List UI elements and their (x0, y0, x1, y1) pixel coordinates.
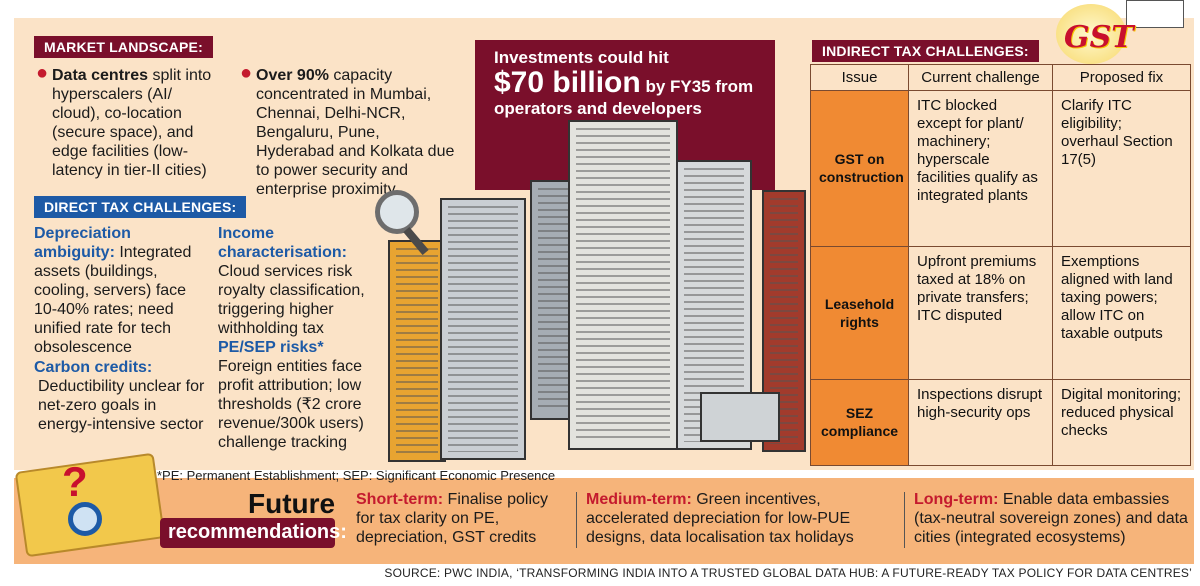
magnifier-icon (375, 190, 419, 234)
pe-sep-text: Foreign entities face profit attribution… (218, 358, 364, 451)
indirect-tax-table: Issue Current challenge Proposed fix GST… (810, 64, 1191, 467)
fix-cell: Digital monitoring; reduced physical che… (1052, 378, 1191, 467)
gst-logo: GST (1064, 20, 1134, 55)
market-point-2: ● Over 90% capacity concentrated in Mumb… (240, 63, 456, 199)
market-point-1: ● Data centres split into hyperscalers (… (36, 63, 222, 180)
future-title: Future (248, 488, 336, 519)
table-header-row: Issue Current challenge Proposed fix (810, 64, 1191, 91)
income-text: Cloud services risk royalty classificati… (218, 263, 365, 337)
divider (904, 492, 905, 548)
hero-amount: $70 billion (494, 66, 641, 99)
long-term-text: Enable data embassies (tax-neutral sover… (914, 491, 1188, 546)
table-header-fix: Proposed fix (1052, 64, 1191, 91)
income-title: Income characterisation: (218, 225, 347, 261)
indirect-tax-tag: INDIRECT TAX CHALLENGES: (812, 40, 1039, 62)
long-term-block: Long-term: Enable data embassies (tax-ne… (914, 490, 1190, 547)
building-tall-icon (568, 120, 678, 450)
medium-term-text: Green incentives, accelerated depreciati… (586, 491, 854, 546)
pe-sep-block: PE/SEP risks* Foreign entities face prof… (218, 338, 376, 452)
depreciation-title: Depreciation ambiguity: (34, 225, 131, 261)
table-header-challenge: Current challenge (908, 64, 1053, 91)
table-row: SEZ compliance Inspections disrupt high-… (810, 378, 1191, 467)
table-header-issue: Issue (810, 64, 909, 91)
carbon-title: Carbon credits: (34, 359, 153, 376)
hero-line-2: by FY35 from operators and developers (494, 77, 754, 118)
source-credit: SOURCE: PWC INDIA, ‘TRANSFORMING INDIA I… (384, 566, 1192, 580)
fix-cell: Exemptions aligned with land taxing powe… (1052, 245, 1191, 380)
long-term-label: Long-term: (914, 491, 999, 508)
medium-term-label: Medium-term: (586, 491, 692, 508)
issue-cell: GST on construction (810, 90, 909, 247)
income-block: Income characterisation: Cloud services … (218, 224, 376, 338)
issue-cell: Leasehold rights (810, 245, 909, 380)
market-point-2-text: capacity concentrated in Mumbai, Chennai… (256, 67, 455, 198)
challenge-cell: Inspections disrupt high-security ops (908, 378, 1053, 467)
top-corner-box (1126, 0, 1184, 28)
market-point-2-bold: Over 90% (256, 67, 329, 84)
bullet-icon: ● (36, 62, 49, 84)
fix-cell: Clarify ITC eligibility; overhaul Sectio… (1052, 90, 1191, 247)
future-subtitle: recommendations: (160, 518, 347, 548)
medium-term-block: Medium-term: Green incentives, accelerat… (586, 490, 902, 547)
challenge-cell: Upfront premiums taxed at 18% on private… (908, 245, 1053, 380)
building-grey-icon (440, 198, 526, 460)
folder-magnifier-icon (68, 502, 102, 536)
short-term-label: Short-term: (356, 491, 444, 508)
generator-icon (700, 392, 780, 442)
market-landscape-tag: MARKET LANDSCAPE: (34, 36, 213, 58)
market-point-1-text: split into hyperscalers (AI/ cloud), co-… (52, 67, 212, 179)
building-orange-icon (388, 240, 446, 462)
hero-line-1: Investments could hit (494, 48, 669, 67)
market-point-1-bold: Data centres (52, 67, 149, 84)
bullet-icon: ● (240, 62, 253, 84)
depreciation-block: Depreciation ambiguity: Integrated asset… (34, 224, 212, 357)
carbon-block: Carbon credits: Deductibility unclear fo… (34, 358, 212, 434)
hero-text: Investments could hit $70 billion by FY3… (494, 48, 764, 118)
divider (576, 492, 577, 548)
issue-cell: SEZ compliance (810, 378, 909, 467)
carbon-text: Deductibility unclear for net-zero goals… (38, 378, 205, 433)
direct-tax-tag: DIRECT TAX CHALLENGES: (34, 196, 247, 218)
short-term-block: Short-term: Finalise policy for tax clar… (356, 490, 566, 547)
challenge-cell: ITC blocked except for plant/ machinery;… (908, 90, 1053, 247)
table-row: Leasehold rights Upfront premiums taxed … (810, 245, 1191, 380)
pe-sep-title: PE/SEP risks* (218, 339, 324, 356)
depreciation-text: Integrated assets (buildings, cooling, s… (34, 244, 192, 356)
gst-badge-icon (1056, 4, 1126, 64)
footnote: *PE: Permanent Establishment; SEP: Signi… (157, 468, 556, 483)
table-row: GST on construction ITC blocked except f… (810, 90, 1191, 247)
question-mark-icon: ? (62, 458, 88, 505)
short-term-text: Finalise policy for tax clarity on PE, d… (356, 491, 549, 546)
